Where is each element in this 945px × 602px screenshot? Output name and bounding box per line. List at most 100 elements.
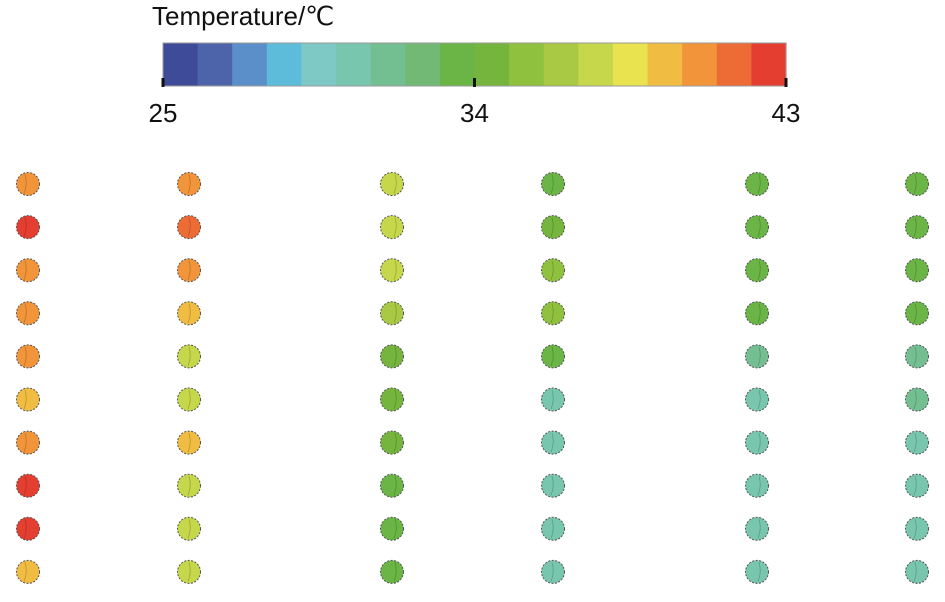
- sensor-point: [177, 215, 201, 240]
- sensor-point: [745, 215, 769, 240]
- colorbar-segment: [509, 43, 545, 86]
- sensor-contour: [23, 519, 27, 539]
- sensor-point: [905, 387, 929, 412]
- sensor-contour: [757, 217, 761, 237]
- sensor-contour: [913, 346, 917, 367]
- sensor-contour: [393, 519, 397, 539]
- sensor-point: [745, 516, 769, 541]
- colorbar-segment: [163, 43, 199, 86]
- sensor-point: [380, 215, 404, 240]
- sensor-point: [16, 258, 40, 283]
- colorbar-segment: [751, 43, 787, 86]
- sensor-contour: [187, 303, 191, 323]
- sensor-point: [16, 559, 40, 584]
- sensor-point: [745, 301, 769, 326]
- sensor-contour: [757, 476, 761, 496]
- sensor-point: [745, 172, 769, 196]
- sensor-point: [905, 516, 929, 541]
- sensor-contour: [23, 303, 27, 323]
- sensor-contour: [23, 432, 27, 453]
- sensor-point: [541, 559, 565, 584]
- sensor-contour: [187, 562, 191, 582]
- sensor-point: [16, 430, 40, 455]
- sensor-contour: [913, 174, 917, 194]
- sensor-contour: [913, 303, 917, 323]
- sensor-point: [905, 301, 929, 326]
- sensor-point: [380, 344, 404, 369]
- sensor-point: [541, 516, 565, 541]
- sensor-contour: [393, 432, 397, 453]
- sensor-point: [177, 172, 201, 196]
- sensor-contour: [550, 303, 554, 323]
- sensor-point: [745, 344, 769, 369]
- colorbar-segment: [716, 43, 752, 86]
- sensor-contour: [393, 217, 397, 237]
- sensor-contour: [757, 174, 761, 194]
- sensor-contour: [187, 217, 191, 237]
- sensor-point: [905, 559, 929, 584]
- sensor-point: [177, 301, 201, 326]
- sensor-contour: [23, 217, 27, 237]
- sensor-contour: [393, 562, 397, 582]
- sensor-contour: [23, 562, 27, 582]
- sensor-point: [541, 215, 565, 240]
- sensor-point: [541, 172, 565, 196]
- sensor-contour: [757, 346, 761, 367]
- sensor-contour: [393, 476, 397, 496]
- sensor-point: [380, 172, 404, 196]
- sensor-point: [177, 430, 201, 455]
- sensor-contour: [913, 260, 917, 280]
- sensor-contour: [393, 346, 397, 367]
- sensor-contour: [550, 389, 554, 410]
- sensor-point: [177, 473, 201, 498]
- sensor-point: [745, 559, 769, 584]
- sensor-contour: [913, 562, 917, 582]
- colorbar-segment: [612, 43, 649, 86]
- sensor-point: [905, 430, 929, 455]
- sensor-contour: [187, 389, 191, 410]
- sensor-point: [380, 559, 404, 584]
- sensor-point: [177, 559, 201, 584]
- sensor-contour: [550, 174, 554, 194]
- sensor-point: [380, 473, 404, 498]
- sensor-point: [745, 258, 769, 283]
- sensor-point: [16, 301, 40, 326]
- colorbar: 25 34 43: [149, 42, 801, 128]
- sensor-point: [745, 387, 769, 412]
- sensor-contour: [913, 476, 917, 496]
- colorbar-title: Temperature/℃: [152, 1, 335, 31]
- sensor-contour: [187, 260, 191, 280]
- sensor-contour: [393, 174, 397, 194]
- colorbar-segment: [439, 43, 476, 86]
- sensor-contour: [393, 260, 397, 280]
- sensor-contour: [23, 389, 27, 410]
- sensor-point: [16, 473, 40, 498]
- sensor-contour: [550, 217, 554, 237]
- sensor-point: [16, 215, 40, 240]
- sensor-point: [905, 258, 929, 283]
- sensor-contour: [393, 389, 397, 410]
- colorbar-segment: [543, 43, 579, 86]
- sensor-point: [380, 516, 404, 541]
- colorbar-segment: [197, 43, 233, 86]
- colorbar-segment: [578, 43, 614, 86]
- sensor-point: [541, 387, 565, 412]
- sensor-contour: [393, 303, 397, 323]
- sensor-contour: [187, 432, 191, 453]
- colorbar-tick-label: 43: [772, 98, 801, 128]
- sensor-contour: [757, 432, 761, 453]
- sensor-contour: [757, 303, 761, 323]
- sensor-contour: [550, 519, 554, 539]
- sensor-point: [16, 387, 40, 412]
- sensor-point: [16, 516, 40, 541]
- sensor-contour: [757, 389, 761, 410]
- colorbar-segment: [266, 43, 303, 86]
- colorbar-tick-label: 25: [149, 98, 178, 128]
- sensor-contour: [23, 260, 27, 280]
- colorbar-segment: [336, 43, 372, 86]
- sensor-point: [541, 344, 565, 369]
- sensor-contour: [187, 174, 191, 194]
- sensor-point: [541, 301, 565, 326]
